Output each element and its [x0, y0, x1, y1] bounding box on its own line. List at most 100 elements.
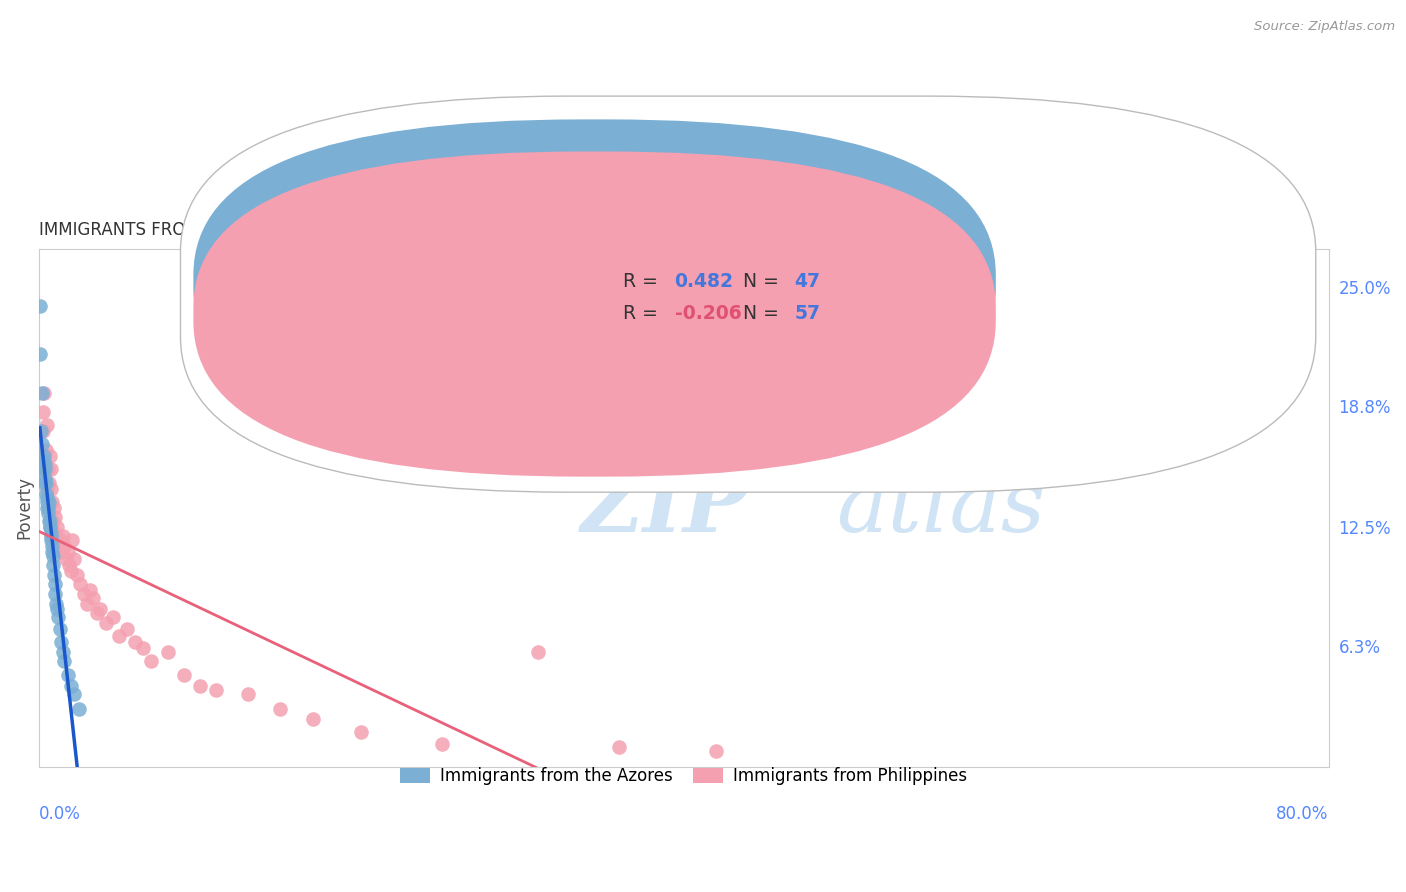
Point: [117, 622, 139, 636]
Point: [37, 462, 59, 476]
Point: [46, 602, 69, 616]
Point: [63, 552, 86, 566]
Point: [32, 462, 55, 476]
Point: [39, 525, 62, 540]
Point: [132, 640, 155, 655]
Point: [37, 482, 59, 496]
Point: [430, 737, 453, 751]
Point: [38, 449, 60, 463]
Point: [38, 520, 60, 534]
Point: [56, 545, 79, 559]
Point: [76, 597, 98, 611]
Point: [89, 602, 111, 616]
Point: [32, 462, 55, 476]
Point: [37, 500, 59, 515]
Point: [86, 606, 108, 620]
Point: [188, 679, 211, 693]
Point: [82, 591, 104, 605]
Point: [52, 529, 75, 543]
Point: [141, 654, 163, 668]
Point: [269, 702, 291, 716]
Point: [63, 687, 86, 701]
Point: [44, 510, 66, 524]
Point: [46, 539, 69, 553]
Point: [67, 702, 90, 716]
Point: [35, 487, 58, 501]
Text: N =: N =: [742, 272, 785, 291]
Point: [38, 475, 60, 490]
Point: [69, 577, 91, 591]
Point: [101, 610, 124, 624]
Point: [62, 533, 84, 548]
Point: [39, 520, 62, 534]
Point: [59, 564, 82, 578]
Point: [44, 587, 66, 601]
Point: [35, 495, 58, 509]
Point: [45, 533, 67, 548]
Point: [31, 424, 53, 438]
Point: [32, 475, 55, 490]
Point: [44, 525, 66, 540]
Text: Source: ZipAtlas.com: Source: ZipAtlas.com: [1254, 20, 1395, 33]
Point: [238, 687, 260, 701]
Point: [41, 482, 63, 496]
Point: [55, 552, 77, 566]
Point: [124, 635, 146, 649]
Text: 0.0%: 0.0%: [38, 805, 80, 823]
Y-axis label: Poverty: Poverty: [15, 476, 32, 540]
FancyBboxPatch shape: [194, 152, 995, 476]
Point: [39, 529, 62, 543]
Point: [45, 597, 67, 611]
Point: [301, 712, 323, 726]
Point: [32, 405, 55, 419]
Point: [205, 682, 228, 697]
FancyBboxPatch shape: [194, 120, 995, 444]
Point: [38, 514, 60, 528]
Legend: Immigrants from the Azores, Immigrants from Philippines: Immigrants from the Azores, Immigrants f…: [394, 761, 974, 792]
Point: [31, 452, 53, 467]
Point: [38, 495, 60, 509]
Point: [38, 514, 60, 528]
Point: [41, 539, 63, 553]
Point: [34, 472, 56, 486]
Point: [37, 500, 59, 515]
Point: [607, 740, 630, 755]
Text: R =: R =: [623, 304, 664, 323]
Point: [39, 462, 62, 476]
Point: [350, 725, 373, 739]
Text: 57: 57: [794, 304, 821, 323]
Point: [56, 667, 79, 681]
Point: [53, 539, 76, 553]
Point: [108, 629, 131, 643]
Point: [42, 558, 65, 573]
Point: [46, 520, 69, 534]
Point: [96, 615, 118, 630]
Point: [30, 347, 52, 361]
Text: IMMIGRANTS FROM THE AZORES VS IMMIGRANTS FROM PHILIPPINES POVERTY CORRELATION CH: IMMIGRANTS FROM THE AZORES VS IMMIGRANTS…: [38, 221, 876, 239]
Point: [58, 558, 80, 573]
Point: [49, 545, 72, 559]
Point: [79, 583, 101, 598]
Point: [35, 475, 58, 490]
Point: [53, 654, 76, 668]
Point: [35, 443, 58, 458]
Point: [156, 644, 179, 658]
Point: [66, 567, 89, 582]
Point: [31, 385, 53, 400]
Point: [32, 449, 55, 463]
Point: [46, 610, 69, 624]
Point: [30, 452, 52, 467]
Point: [173, 667, 195, 681]
Point: [44, 577, 66, 591]
Text: atlas: atlas: [835, 467, 1045, 549]
Point: [30, 424, 52, 438]
Point: [42, 567, 65, 582]
Point: [527, 644, 550, 658]
Point: [73, 587, 96, 601]
Point: [42, 514, 65, 528]
Point: [34, 462, 56, 476]
Point: [34, 462, 56, 476]
Text: N =: N =: [742, 304, 785, 323]
Point: [35, 418, 58, 433]
Point: [704, 744, 727, 758]
